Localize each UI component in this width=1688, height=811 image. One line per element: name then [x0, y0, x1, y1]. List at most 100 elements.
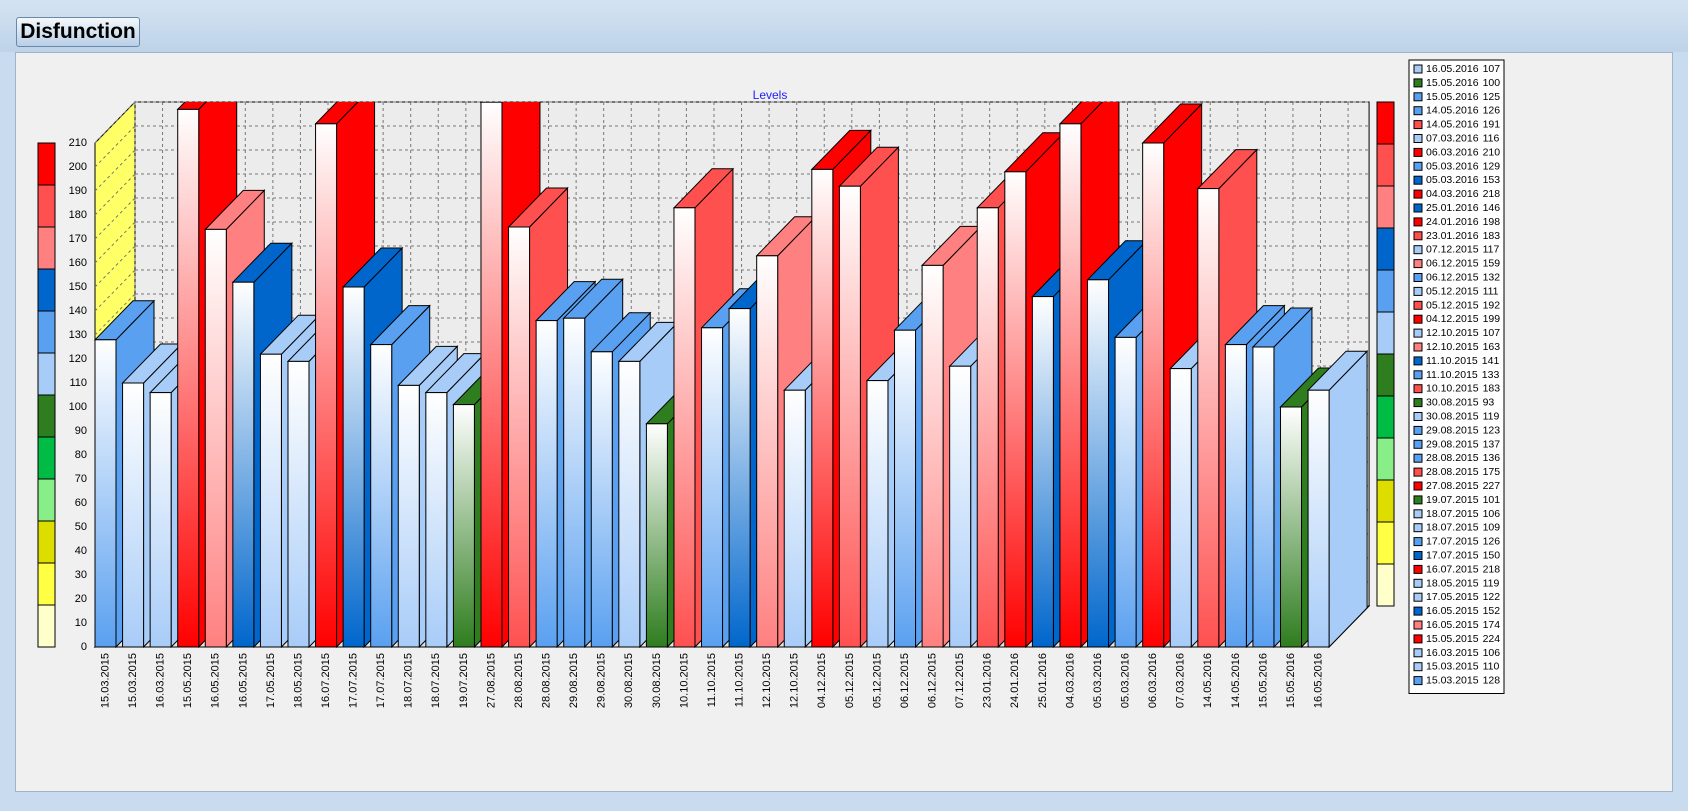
bar-front — [949, 365, 972, 648]
bar-front — [866, 380, 889, 648]
legend-entry: 28.08.2015 175 — [1426, 466, 1500, 478]
legend-swatch — [1413, 273, 1423, 282]
y-tick-label: 110 — [69, 377, 87, 389]
legend-entry: 16.07.2015 218 — [1426, 563, 1500, 575]
legend-date: 30.08.2015 — [1426, 410, 1479, 422]
bar-front — [728, 308, 751, 648]
bar-front — [535, 320, 558, 648]
x-tick-label: 30.08.2015 — [623, 653, 635, 708]
legend-value: 128 — [1483, 674, 1501, 686]
legend-entry: 30.08.2015 119 — [1426, 410, 1499, 422]
legend-entry: 10.10.2015 183 — [1426, 382, 1500, 394]
legend-entry: 14.05.2016 126 — [1426, 104, 1500, 116]
legend-value: 153 — [1483, 174, 1501, 186]
legend-date: 16.03.2015 — [1426, 647, 1479, 659]
legend-entry: 11.10.2015 133 — [1426, 369, 1499, 381]
legend-entry: 12.10.2015 107 — [1426, 327, 1500, 339]
legend-value: 133 — [1482, 369, 1500, 381]
legend-date: 12.10.2015 — [1426, 327, 1479, 339]
legend-value: 199 — [1483, 313, 1501, 325]
level-scale-right — [1376, 395, 1395, 439]
bar-front — [921, 264, 944, 648]
legend-entry: 15.05.2016 100 — [1426, 77, 1500, 89]
level-scale-right — [1376, 269, 1395, 313]
legend-date: 05.12.2015 — [1426, 285, 1479, 297]
legend-swatch — [1413, 425, 1423, 435]
x-tick-label: 14.05.2016 — [1202, 653, 1214, 708]
y-tick-label: 130 — [69, 329, 87, 341]
x-tick-label: 11.10.2015 — [734, 653, 746, 707]
legend-swatch — [1413, 509, 1423, 519]
legend-entry: 04.12.2015 199 — [1426, 313, 1500, 325]
legend-date: 12.10.2015 — [1426, 341, 1479, 353]
x-tick-label: 28.08.2015 — [541, 653, 553, 708]
bar-front — [397, 384, 420, 648]
legend-entry: 27.08.2015 227 — [1426, 480, 1500, 492]
x-tick-label: 18.07.2015 — [430, 653, 442, 708]
bar-front — [287, 360, 310, 648]
legend-entry: 15.05.2016 125 — [1426, 91, 1500, 103]
legend-date: 29.08.2015 — [1426, 424, 1479, 436]
x-tick-label: 19.07.2015 — [458, 653, 470, 708]
legend-date: 16.07.2015 — [1426, 563, 1479, 575]
y-tick-label: 90 — [75, 425, 87, 437]
level-scale-right — [1376, 143, 1395, 187]
x-tick-label: 16.05.2016 — [1312, 653, 1324, 708]
legend-value: 218 — [1483, 563, 1501, 575]
legend-entry: 06.12.2015 132 — [1426, 271, 1500, 283]
y-tick-label: 170 — [69, 233, 87, 245]
legend-entry: 17.05.2015 122 — [1426, 591, 1500, 603]
legend-swatch — [1413, 662, 1423, 672]
x-tick-label: 16.03.2015 — [155, 653, 167, 708]
legend-entry: 16.05.2016 107 — [1426, 63, 1500, 75]
legend-entry: 28.08.2015 136 — [1426, 452, 1500, 464]
legend-date: 07.12.2015 — [1426, 243, 1479, 255]
bar-front — [811, 168, 834, 648]
legend-swatch — [1413, 384, 1423, 394]
legend-date: 23.01.2016 — [1426, 230, 1479, 242]
legend-swatch — [1413, 370, 1423, 380]
legend-value: 183 — [1483, 230, 1501, 242]
legend-entry: 06.03.2016 210 — [1426, 146, 1500, 158]
x-tick-label: 25.01.2016 — [1037, 653, 1049, 708]
bar-front — [315, 123, 338, 648]
legend-swatch — [1413, 412, 1423, 421]
y-tick-label: 30 — [75, 569, 87, 581]
x-tick-label: 12.10.2015 — [789, 653, 801, 708]
x-tick-label: 04.12.2015 — [816, 653, 828, 708]
x-tick-label: 11.10.2015 — [706, 653, 718, 707]
bar-front — [701, 327, 724, 648]
x-tick-label: 05.12.2015 — [871, 653, 883, 708]
bar-front — [122, 382, 145, 648]
x-tick-label: 10.10.2015 — [678, 653, 690, 708]
bar-front — [1087, 279, 1110, 648]
legend-swatch — [1413, 259, 1423, 269]
x-tick-label: 27.08.2015 — [485, 653, 497, 708]
legend-date: 15.03.2015 — [1426, 660, 1479, 672]
legend-swatch — [1413, 106, 1423, 116]
x-tick-label: 14.05.2016 — [1230, 653, 1242, 708]
legend-value: 210 — [1483, 146, 1501, 158]
legend-swatch — [1413, 592, 1423, 602]
legend-entry: 18.07.2015 106 — [1426, 508, 1500, 520]
legend-entry: 04.03.2016 218 — [1426, 188, 1500, 200]
x-tick-label: 17.07.2015 — [348, 653, 360, 708]
bar-front — [756, 255, 779, 648]
legend-value: 141 — [1482, 355, 1500, 367]
bar — [1306, 349, 1369, 649]
legend-value: 159 — [1483, 257, 1501, 269]
x-tick-label: 23.01.2016 — [982, 653, 994, 708]
legend-entry: 07.03.2016 116 — [1426, 132, 1499, 144]
legend-date: 17.07.2015 — [1426, 535, 1479, 547]
bar-front — [1197, 188, 1220, 648]
legend-swatch — [1413, 606, 1423, 616]
legend-date: 17.05.2015 — [1426, 591, 1479, 603]
y-tick-label: 180 — [69, 209, 87, 221]
bar-front — [149, 392, 172, 648]
y-tick-label: 10 — [75, 617, 87, 629]
x-tick-label: 30.08.2015 — [651, 653, 663, 708]
bar-side — [1328, 349, 1368, 649]
legend-entry: 12.10.2015 163 — [1426, 341, 1500, 353]
